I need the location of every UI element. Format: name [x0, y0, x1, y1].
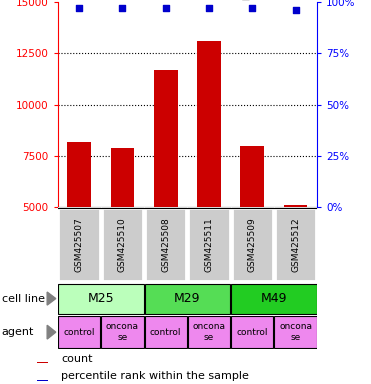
Polygon shape: [47, 325, 56, 339]
Bar: [58, 283, 144, 314]
Text: GSM425512: GSM425512: [291, 217, 300, 272]
Point: [76, 5, 82, 11]
Text: oncona
se: oncona se: [106, 323, 139, 342]
Bar: [67, 142, 91, 310]
Bar: [111, 148, 134, 310]
Bar: [144, 316, 187, 348]
Point: [206, 5, 212, 11]
Text: GSM425508: GSM425508: [161, 217, 170, 272]
Point: [163, 5, 169, 11]
Point: [119, 5, 125, 11]
Bar: [37, 362, 48, 363]
Bar: [102, 208, 143, 281]
Text: M49: M49: [261, 292, 287, 305]
Bar: [58, 316, 100, 348]
Bar: [231, 283, 317, 314]
Bar: [154, 70, 178, 310]
Polygon shape: [47, 292, 56, 305]
Text: control: control: [63, 328, 95, 337]
Text: control: control: [150, 328, 181, 337]
Bar: [101, 316, 144, 348]
Bar: [188, 316, 230, 348]
Point: [249, 5, 255, 11]
Text: count: count: [61, 354, 93, 364]
Bar: [197, 41, 221, 310]
Bar: [274, 316, 317, 348]
Bar: [240, 146, 264, 310]
Text: GSM425511: GSM425511: [204, 217, 213, 272]
Bar: [37, 379, 48, 381]
Text: oncona
se: oncona se: [193, 323, 226, 342]
Text: agent: agent: [2, 327, 34, 337]
Point: [293, 7, 299, 13]
Text: M25: M25: [88, 292, 114, 305]
Text: cell line: cell line: [2, 293, 45, 304]
Bar: [144, 283, 230, 314]
Bar: [188, 208, 230, 281]
Text: control: control: [237, 328, 268, 337]
Bar: [275, 208, 316, 281]
Text: M29: M29: [174, 292, 201, 305]
Text: oncona
se: oncona se: [279, 323, 312, 342]
Text: GSM425507: GSM425507: [75, 217, 83, 272]
Bar: [284, 205, 308, 310]
Text: percentile rank within the sample: percentile rank within the sample: [61, 371, 249, 381]
Text: GSM425509: GSM425509: [248, 217, 257, 272]
Bar: [58, 208, 100, 281]
Bar: [231, 316, 273, 348]
Bar: [232, 208, 273, 281]
Text: GSM425510: GSM425510: [118, 217, 127, 272]
Bar: [145, 208, 187, 281]
